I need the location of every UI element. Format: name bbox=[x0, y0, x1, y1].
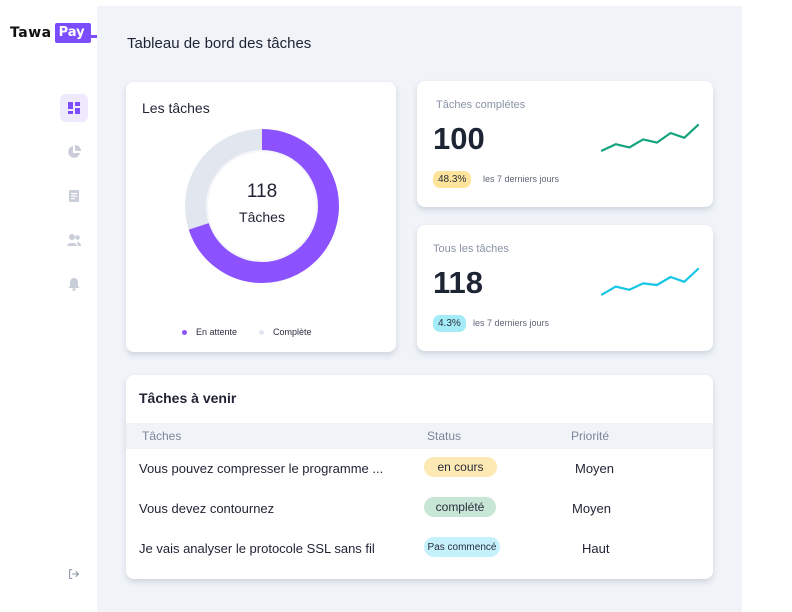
sidebar-item-documents[interactable] bbox=[60, 182, 88, 210]
legend-item-complete: Complète bbox=[259, 327, 312, 337]
column-header-task: Tâches bbox=[142, 429, 182, 443]
donut-legend: En attente Complète bbox=[182, 327, 334, 337]
dashboard-icon bbox=[68, 102, 80, 114]
tasks-total: 118 bbox=[246, 181, 278, 202]
completed-tasks-card: Tâches complétes 100 48.3% les 7 dernier… bbox=[417, 81, 713, 207]
task-row[interactable]: Vous pouvez compresser le programme ... … bbox=[126, 454, 713, 484]
brand-logo[interactable]: Tawa Pay bbox=[10, 20, 97, 46]
logout-icon bbox=[69, 569, 80, 579]
all-tasks-sparkline bbox=[600, 267, 700, 296]
task-row[interactable]: Je vais analyser le protocole SSL sans f… bbox=[126, 534, 713, 564]
all-tasks-value: 118 bbox=[433, 265, 484, 300]
column-header-status: Status bbox=[427, 429, 462, 443]
donut-inner bbox=[218, 162, 306, 250]
users-icon bbox=[67, 234, 81, 246]
legend-label-complete: Complète bbox=[273, 327, 312, 337]
upcoming-tasks-title: Tâches à venir bbox=[139, 390, 237, 406]
task-name: Je vais analyser le protocole SSL sans f… bbox=[139, 541, 375, 556]
completed-tasks-value: 100 bbox=[433, 121, 485, 156]
upcoming-tasks-card: Tâches à venir Tâches Status Priorité Vo… bbox=[126, 375, 713, 579]
sidebar-item-dashboard[interactable] bbox=[60, 94, 88, 122]
legend-label-pending: En attente bbox=[196, 327, 238, 337]
task-name: Vous devez contournez bbox=[139, 501, 275, 516]
completed-tasks-label: Tâches complétes bbox=[436, 99, 526, 111]
status-badge: en cours bbox=[424, 457, 497, 477]
sidebar-item-users[interactable] bbox=[60, 226, 88, 254]
completed-tasks-badge: 48.3% bbox=[433, 171, 472, 188]
document-icon bbox=[69, 190, 79, 202]
task-priority: Haut bbox=[582, 541, 610, 556]
sidebar-item-notifications[interactable] bbox=[60, 270, 88, 298]
tasks-summary-title: Les tâches bbox=[142, 100, 210, 116]
donut-segment-pending bbox=[185, 129, 339, 283]
logout-button[interactable] bbox=[64, 564, 84, 584]
bell-icon bbox=[68, 278, 80, 291]
column-header-priority: Priorité bbox=[571, 429, 610, 443]
all-tasks-label: Tous les tâches bbox=[433, 243, 509, 255]
donut-center: 118 Tâches bbox=[184, 128, 340, 284]
status-badge: Pas commencé bbox=[424, 537, 500, 557]
donut-inner-ring bbox=[206, 150, 318, 262]
all-tasks-sparkline-line bbox=[600, 267, 700, 296]
upcoming-tasks-header: Tâches Status Priorité bbox=[126, 423, 713, 449]
task-row[interactable]: Vous devez contournez complété Moyen bbox=[126, 494, 713, 524]
completed-tasks-sparkline bbox=[600, 123, 700, 152]
main-content: Tableau de bord des tâches Les tâches 11… bbox=[97, 6, 742, 612]
all-tasks-card: Tous les tâches 118 4.3% les 7 derniers … bbox=[417, 225, 713, 351]
legend-dot-complete bbox=[259, 329, 265, 335]
all-tasks-badge: 4.3% bbox=[433, 315, 466, 332]
completed-tasks-period: les 7 derniers jours bbox=[483, 174, 560, 184]
completed-tasks-sparkline-line bbox=[600, 123, 700, 152]
sidebar-item-charts[interactable] bbox=[60, 138, 88, 166]
status-badge: complété bbox=[424, 497, 496, 517]
sidebar: Tawa Pay bbox=[0, 0, 97, 612]
legend-dot-pending bbox=[182, 329, 187, 335]
all-tasks-period: les 7 derniers jours bbox=[473, 318, 550, 328]
tasks-total-label: Tâches bbox=[239, 209, 285, 225]
brand-name: Tawa bbox=[10, 25, 52, 41]
tasks-summary-card: Les tâches 118 Tâches En attente Complèt… bbox=[126, 82, 396, 352]
tasks-donut-chart bbox=[185, 129, 339, 283]
task-priority: Moyen bbox=[575, 461, 615, 476]
brand-badge: Pay bbox=[54, 23, 97, 43]
task-name: Vous pouvez compresser le programme ... bbox=[139, 461, 384, 476]
page-title: Tableau de bord des tâches bbox=[127, 35, 312, 52]
task-priority: Moyen bbox=[572, 501, 612, 516]
pie-chart-icon bbox=[68, 145, 81, 158]
legend-item-pending: En attente bbox=[182, 327, 237, 337]
